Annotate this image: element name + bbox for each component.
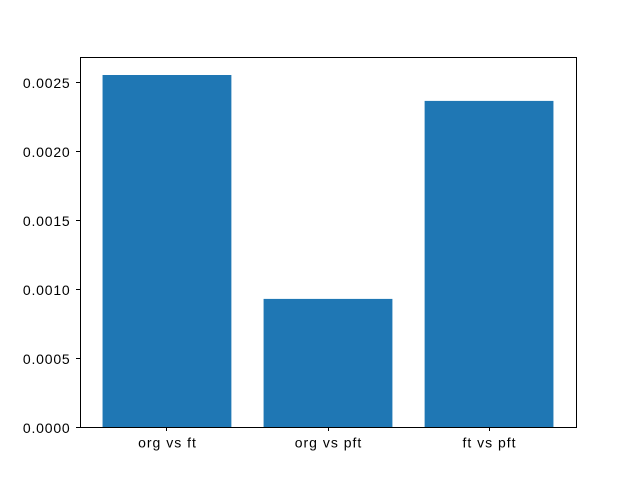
svg-text:0.0005: 0.0005 bbox=[23, 351, 71, 367]
svg-text:0.0010: 0.0010 bbox=[23, 282, 71, 298]
svg-text:0.0000: 0.0000 bbox=[23, 420, 71, 436]
svg-text:0.0015: 0.0015 bbox=[23, 213, 71, 229]
svg-text:org vs pft: org vs pft bbox=[295, 435, 363, 451]
svg-text:org vs ft: org vs ft bbox=[138, 435, 197, 451]
svg-text:0.0025: 0.0025 bbox=[23, 75, 71, 91]
svg-text:ft vs pft: ft vs pft bbox=[462, 435, 516, 451]
svg-text:0.0020: 0.0020 bbox=[23, 144, 71, 160]
